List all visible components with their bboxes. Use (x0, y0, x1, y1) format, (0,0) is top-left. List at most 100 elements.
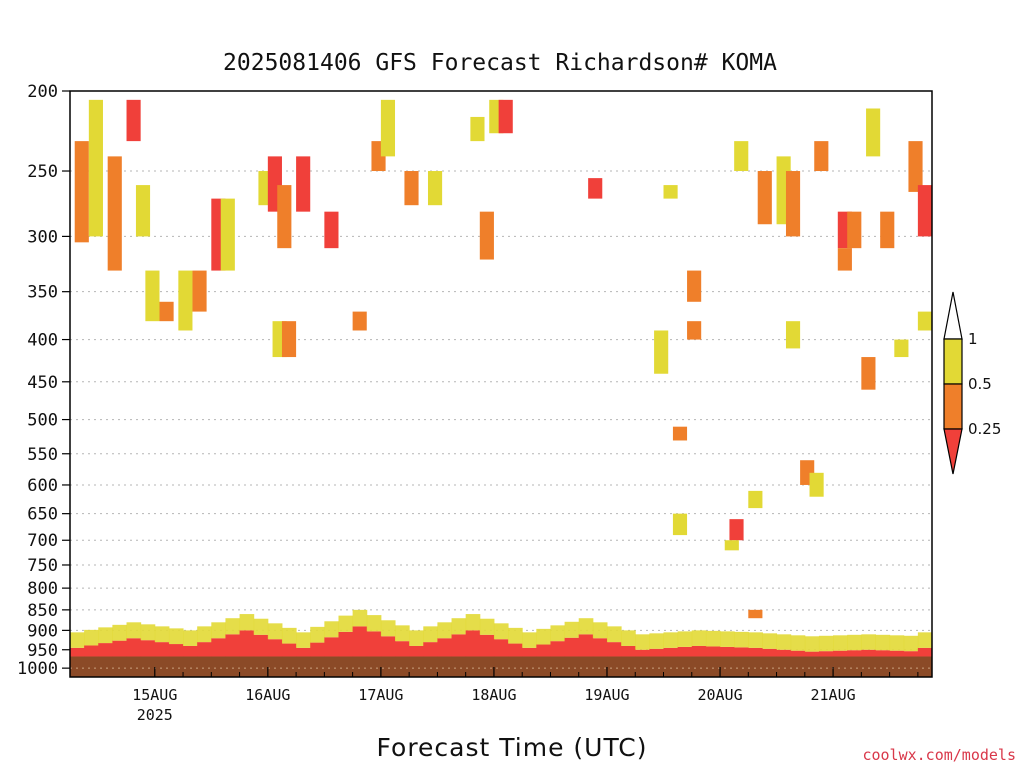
pbl-cell (112, 640, 128, 657)
pbl-edge-cell (395, 625, 410, 642)
ri-cell (814, 141, 829, 172)
ri-cell (734, 141, 749, 172)
x-tick-label: 20AUG (697, 686, 742, 704)
y-tick-label: 550 (27, 445, 58, 465)
pbl-edge-cell (126, 622, 142, 639)
pbl-cell (508, 643, 523, 657)
source-credit: coolwx.com/models (862, 746, 1016, 764)
ri-cell (427, 171, 443, 206)
y-tick-label: 450 (27, 373, 58, 393)
legend-swatch-0.25-0.5 (943, 383, 963, 430)
y-tick-label: 200 (27, 82, 58, 102)
y-tick-label: 400 (27, 331, 58, 351)
legend-label: 0.25 (968, 420, 1001, 438)
pbl-cell (423, 642, 438, 657)
ri-cell (588, 178, 603, 199)
pbl-edge-cell (225, 618, 241, 635)
pbl-cell (267, 639, 283, 657)
pbl-edge-cell (536, 628, 551, 645)
pbl-edge-cell (112, 624, 128, 641)
pbl-edge-cell (183, 630, 198, 646)
y-tick-label: 800 (27, 579, 58, 599)
ri-cell (654, 330, 669, 374)
pbl-cell (550, 641, 566, 657)
ri-cell (220, 198, 235, 271)
pbl-cell (84, 645, 99, 657)
pbl-cell (493, 639, 509, 657)
y-tick-label: 900 (27, 621, 58, 641)
pbl-cell (465, 630, 481, 657)
pbl-edge-cell (833, 635, 848, 651)
pbl-cell (663, 647, 679, 657)
pbl-edge-cell (776, 634, 792, 650)
x-year-label: 2025 (137, 706, 173, 724)
x-tick-label: 16AUG (245, 686, 290, 704)
ri-cell (88, 99, 103, 237)
pbl-cell (748, 647, 763, 657)
plot-frame (69, 90, 933, 678)
pbl-edge-cell (253, 618, 269, 635)
legend-label: 1 (968, 330, 978, 348)
pbl-edge-cell (465, 614, 481, 631)
y-tick-label: 300 (27, 227, 58, 247)
pbl-cell (677, 646, 693, 657)
pbl-edge-cell (296, 632, 311, 648)
pbl-edge-cell (875, 634, 891, 651)
y-tick-label: 500 (27, 411, 58, 431)
pbl-edge-cell (140, 624, 156, 641)
ri-cell (470, 116, 485, 142)
surface-band (70, 656, 932, 677)
pbl-edge-cell (423, 626, 438, 643)
x-tick-label: 18AUG (471, 686, 516, 704)
pbl-edge-cell (720, 631, 735, 647)
pbl-edge-cell (338, 615, 354, 632)
ri-cell (729, 519, 744, 541)
ri-cell (135, 185, 151, 237)
pbl-edge-cell (861, 634, 876, 650)
pbl-cell (734, 647, 749, 657)
ri-cell (861, 357, 876, 390)
pbl-cell (762, 648, 778, 657)
x-tick-label: 19AUG (584, 686, 629, 704)
ri-cell (917, 311, 932, 331)
plot-area (70, 99, 933, 677)
ri-cell (687, 321, 702, 340)
y-tick-label: 700 (27, 531, 58, 551)
pbl-edge-cell (366, 615, 382, 632)
ri-cell (296, 156, 311, 212)
x-tick-label: 21AUG (811, 686, 856, 704)
axes: 200 250 300 350 400 450 500 550 600 650 700 750 8008… (17, 82, 933, 724)
pbl-edge-cell (168, 628, 184, 645)
y-tick-label: 650 (27, 505, 58, 525)
pbl-cell (437, 638, 453, 657)
ri-cell (324, 211, 339, 249)
pbl-cell (522, 647, 537, 657)
pbl-cell (564, 637, 580, 657)
pbl-edge-cell (649, 633, 665, 649)
pbl-cell (338, 631, 354, 657)
pbl-cell (296, 647, 311, 657)
ri-cell (785, 321, 801, 349)
pbl-cell (818, 651, 834, 657)
ri-cell (74, 141, 89, 243)
pbl-edge-cell (592, 622, 608, 639)
pbl-cell (720, 646, 735, 657)
pbl-edge-cell (621, 630, 636, 646)
legend-swatch-above-1 (943, 291, 963, 340)
pbl-cell (451, 634, 467, 657)
ri-cell (837, 248, 852, 271)
chart-title: 2025081406 GFS Forecast Richardson# KOMA (223, 50, 777, 76)
ri-cell (352, 311, 367, 331)
pbl-cell (366, 631, 382, 657)
ri-cell (917, 185, 932, 237)
pbl-edge-cell (818, 635, 834, 652)
legend-label: 0.5 (968, 375, 992, 393)
pbl-cell (847, 650, 862, 657)
ri-cell (498, 99, 513, 134)
x-tick-label: 17AUG (358, 686, 403, 704)
ri-cell (479, 211, 494, 260)
ri-cell (159, 301, 174, 322)
pbl-edge-cell (508, 627, 523, 644)
y-tick-label: 1000 (17, 659, 58, 679)
